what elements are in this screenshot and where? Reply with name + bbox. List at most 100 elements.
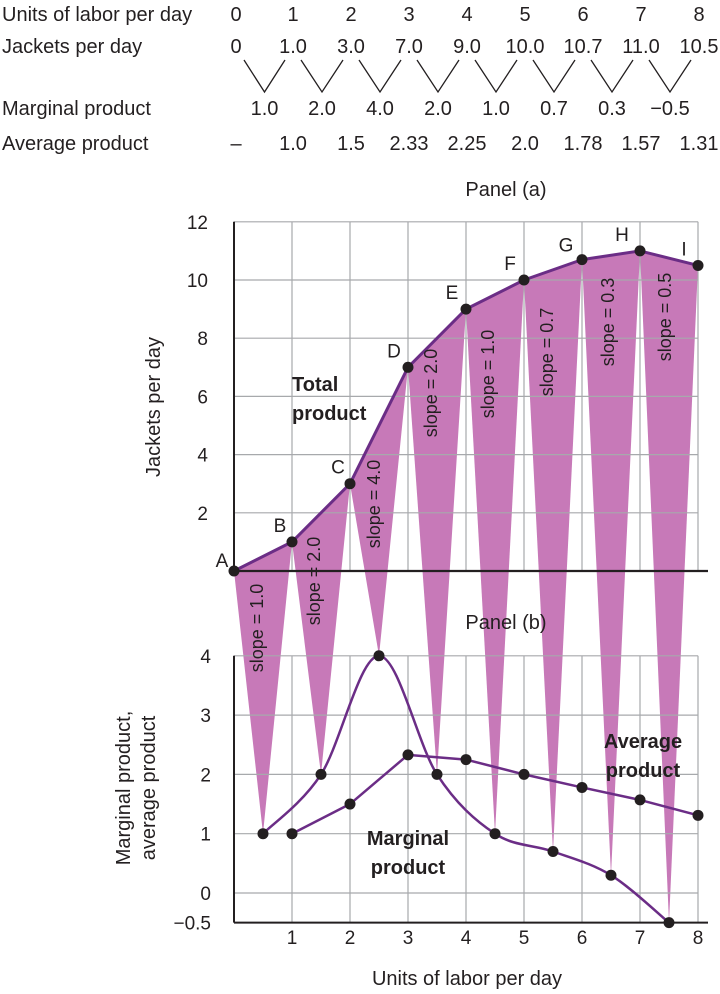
y-tick-label: −0.5 [173,914,211,935]
point-label: B [274,516,287,537]
table-row-label: Units of labor per day [2,4,192,26]
point-label: F [504,254,516,275]
average-product-point [286,828,298,840]
table-v-connector [300,59,344,94]
table-cell: – [230,133,242,155]
average-product-label: Average [604,731,682,753]
point-label: E [446,283,459,304]
table-cell: 0 [230,36,241,58]
x-tick-label: 4 [461,928,472,949]
table-cell: 0.7 [540,98,568,120]
table-cell: 2.0 [308,98,336,120]
total-product-point [518,274,530,286]
table-cell: 1 [287,4,298,26]
y-tick-label: 3 [200,706,211,727]
table-cell: 1.0 [251,98,279,120]
y-tick-label: 2 [197,504,208,525]
marginal-product-point [605,869,617,881]
table-cell: −0.5 [650,98,689,120]
marginal-product-label: product [371,857,446,879]
table-cell: 8 [693,4,704,26]
slope-label: slope = 0.3 [598,278,618,367]
marginal-product-point [489,828,501,840]
slope-connectors [234,250,698,923]
y-tick-label: 0 [200,884,211,905]
table-cell: 1.5 [337,133,365,155]
table-cell: 3.0 [337,36,365,58]
table-row-label: Marginal product [2,98,151,120]
table-cell: 0 [230,4,241,26]
slope-label: slope = 1.0 [478,330,498,419]
marginal-product-point [373,650,385,662]
table-cell: 5 [519,4,530,26]
y-axis-label: Jackets per day [143,337,165,477]
slope-label: slope = 0.7 [537,308,557,397]
total-product-point [402,361,414,373]
table-cell: 0.3 [598,98,626,120]
point-label: C [331,458,345,479]
total-product-point [344,478,356,490]
x-tick-label: 1 [287,928,298,949]
table-v-connector [590,59,634,94]
table-cell: 7 [635,4,646,26]
panel-a-label: Panel (a) [465,179,546,201]
x-tick-label: 8 [693,928,704,949]
total-product-point [634,245,646,257]
average-product-point [634,794,646,806]
y-axis-label: average product [138,715,160,860]
table-v-connector [358,59,402,94]
table-cell: 1.0 [482,98,510,120]
slope-triangle [408,309,466,775]
table-cell: 3 [403,4,414,26]
point-label: I [681,239,686,260]
point-label: A [216,551,229,572]
average-product-point [460,754,472,766]
slope-label: slope = 2.0 [304,537,324,626]
y-tick-label: 10 [187,271,208,292]
slope-triangle [466,280,524,834]
slope-triangle [582,250,640,876]
table-cell: 1.0 [279,36,307,58]
table-v-connector [532,59,576,94]
table-v-connector [243,59,286,94]
marginal-product-point [547,845,559,857]
x-tick-label: 7 [635,928,646,949]
average-product-point [344,798,356,810]
x-tick-label: 3 [403,928,414,949]
y-tick-label: 12 [187,213,208,234]
table-row-label: Jackets per day [2,36,142,58]
x-tick-label: 2 [345,928,356,949]
marginal-product-point [315,768,327,780]
y-axis-label: Marginal product, [113,711,135,866]
table-cell: 4.0 [366,98,394,120]
table-cell: 1.0 [279,133,307,155]
table-cell: 2 [345,4,356,26]
table-cell: 2.25 [448,133,487,155]
slope-label: slope = 1.0 [247,584,267,673]
data-table: Units of labor per day 0 1 2 3 4 5 6 7 8 Jackets p… [2,4,718,155]
y-tick-label: 6 [197,387,208,408]
total-product-label: product [292,403,367,425]
y-tick-label: 8 [197,329,208,350]
total-product-point [460,303,472,315]
table-cell: 9.0 [453,36,481,58]
y-tick-label: 4 [200,647,211,668]
y-tick-label: 2 [200,765,211,786]
slope-label: slope = 0.5 [655,273,675,362]
panel-a-grid [233,221,708,573]
table-cell: 2.0 [511,133,539,155]
total-product-point [692,259,704,271]
data-points [228,245,704,929]
table-cell: 11.0 [622,36,659,58]
table-v-connector [648,59,692,94]
marginal-product-point [431,768,443,780]
table-v-connector [416,59,460,94]
table-cell: 10.0 [506,36,545,58]
y-tick-label: 4 [197,446,208,467]
total-product-point [228,565,240,577]
average-product-point [402,749,414,761]
total-product-point [576,254,588,266]
table-row-label: Average product [2,133,149,155]
table-cell: 10.5 [680,36,719,58]
